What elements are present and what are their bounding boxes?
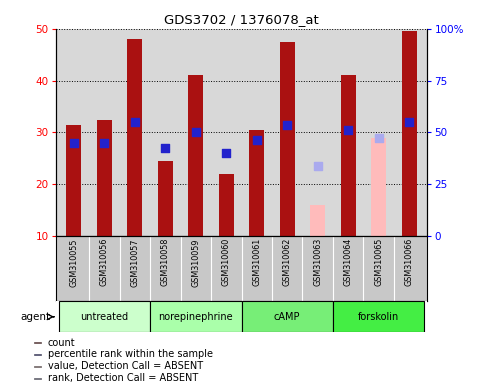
Text: GSM310059: GSM310059 <box>191 238 200 286</box>
Text: GSM310060: GSM310060 <box>222 238 231 286</box>
Point <box>314 163 322 169</box>
Text: GSM310063: GSM310063 <box>313 238 322 286</box>
Point <box>405 119 413 125</box>
Point <box>70 140 78 146</box>
Point <box>192 129 199 136</box>
Point <box>161 145 169 151</box>
Bar <box>34 354 41 355</box>
Point <box>344 127 352 133</box>
Text: norepinephrine: norepinephrine <box>158 312 233 322</box>
Bar <box>150 301 242 332</box>
Bar <box>34 366 41 367</box>
Bar <box>333 301 425 332</box>
Text: percentile rank within the sample: percentile rank within the sample <box>48 349 213 359</box>
Text: value, Detection Call = ABSENT: value, Detection Call = ABSENT <box>48 361 203 371</box>
Bar <box>34 378 41 379</box>
Bar <box>127 39 142 236</box>
Point <box>284 122 291 128</box>
Text: GSM310066: GSM310066 <box>405 238 413 286</box>
Text: count: count <box>48 338 76 348</box>
Text: cAMP: cAMP <box>274 312 300 322</box>
Bar <box>371 138 386 236</box>
Text: agent: agent <box>21 312 51 322</box>
Text: rank, Detection Call = ABSENT: rank, Detection Call = ABSENT <box>48 373 198 383</box>
Bar <box>280 42 295 236</box>
Bar <box>219 174 234 236</box>
Text: forskolin: forskolin <box>358 312 399 322</box>
Bar <box>58 301 150 332</box>
Bar <box>97 119 112 236</box>
Point <box>253 137 261 143</box>
Text: GSM310055: GSM310055 <box>70 238 78 286</box>
Bar <box>157 161 173 236</box>
Point <box>375 134 383 141</box>
Text: GSM310062: GSM310062 <box>283 238 292 286</box>
Text: GSM310064: GSM310064 <box>344 238 353 286</box>
Bar <box>341 75 356 236</box>
Text: GSM310056: GSM310056 <box>100 238 109 286</box>
Bar <box>310 205 326 236</box>
Point <box>131 119 139 125</box>
Bar <box>188 75 203 236</box>
Text: untreated: untreated <box>80 312 128 322</box>
Bar <box>34 342 41 343</box>
Text: GSM310061: GSM310061 <box>252 238 261 286</box>
Text: GSM310065: GSM310065 <box>374 238 383 286</box>
Text: GSM310058: GSM310058 <box>161 238 170 286</box>
Point <box>100 140 108 146</box>
Bar <box>401 31 417 236</box>
Bar <box>66 125 82 236</box>
Title: GDS3702 / 1376078_at: GDS3702 / 1376078_at <box>164 13 319 26</box>
Point <box>222 150 230 156</box>
Bar <box>242 301 333 332</box>
Bar <box>249 130 264 236</box>
Text: GSM310057: GSM310057 <box>130 238 139 286</box>
